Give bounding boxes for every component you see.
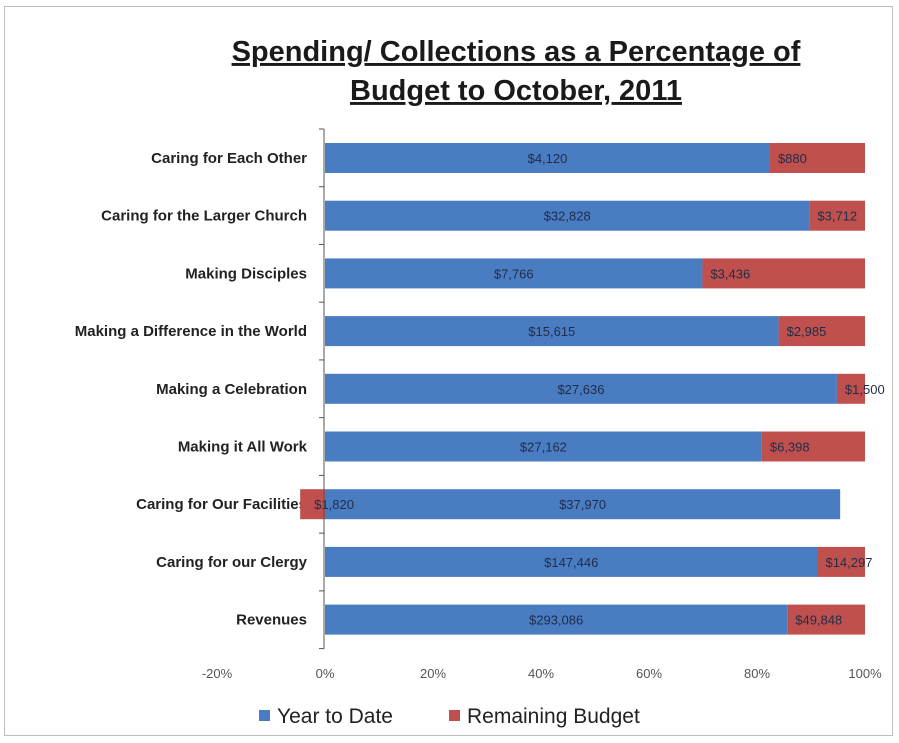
category-labels: Caring for Each Other Caring for the Larg… [75, 150, 308, 629]
x-tick-labels: -20% 0% 20% 40% 60% 80% 100% [202, 666, 882, 681]
data-label-remaining-budget: $1,820 [314, 497, 354, 512]
chart-title: Spending/ Collections as a Percentage of… [232, 36, 801, 107]
bars [300, 143, 865, 635]
category-label: Making it All Work [178, 439, 308, 456]
legend-label-remaining-budget: Remaining Budget [467, 705, 640, 728]
category-label: Caring for Each Other [151, 150, 307, 167]
bar-remaining-budget [809, 200, 865, 231]
bar-year-to-date [325, 373, 837, 404]
legend-swatch-year-to-date [259, 710, 270, 721]
x-tick-label: 0% [316, 666, 335, 681]
data-label-remaining-budget: $1,500 [845, 382, 885, 397]
legend-label-year-to-date: Year to Date [277, 705, 393, 728]
bar-remaining-budget [787, 604, 865, 635]
legend: Year to Date Remaining Budget [259, 705, 640, 728]
data-label-year-to-date: $32,828 [544, 209, 591, 224]
data-label-remaining-budget: $2,985 [787, 324, 827, 339]
bar-year-to-date [325, 200, 810, 231]
category-label: Revenues [236, 612, 307, 629]
data-label-remaining-budget: $3,436 [710, 266, 750, 281]
x-tick-label: 60% [636, 666, 662, 681]
x-tick-label: 80% [744, 666, 770, 681]
data-label-year-to-date: $27,162 [520, 440, 567, 455]
category-label: Making Disciples [185, 265, 307, 282]
stacked-bar-chart: Spending/ Collections as a Percentage of… [75, 36, 885, 728]
bar-year-to-date [325, 489, 841, 520]
x-tick-label: 100% [848, 666, 882, 681]
x-tick-label: 20% [420, 666, 446, 681]
data-label-remaining-budget: $6,398 [770, 440, 810, 455]
data-label-year-to-date: $4,120 [528, 151, 568, 166]
data-label-year-to-date: $147,446 [544, 555, 598, 570]
category-label: Caring for Our Facilities [136, 496, 307, 513]
data-label-remaining-budget: $3,712 [817, 209, 857, 224]
bar-remaining-budget [702, 258, 865, 289]
category-label: Caring for our Clergy [156, 554, 308, 571]
category-label: Making a Celebration [156, 381, 307, 398]
bar-remaining-budget [817, 546, 865, 577]
bar-remaining-budget [836, 373, 865, 404]
data-label-remaining-budget: $880 [778, 151, 807, 166]
y-axis [319, 128, 325, 650]
data-label-remaining-budget: $49,848 [795, 613, 842, 628]
bar-year-to-date [325, 316, 779, 347]
data-label-year-to-date: $27,636 [557, 382, 604, 397]
bar-remaining-budget [769, 143, 865, 173]
bar-year-to-date [325, 604, 788, 635]
category-label: Caring for the Larger Church [101, 208, 307, 225]
x-tick-label: 40% [528, 666, 554, 681]
category-label: Making a Difference in the World [75, 323, 307, 340]
bar-remaining-budget [300, 489, 325, 520]
bar-year-to-date [325, 258, 703, 289]
bar-remaining-budget [761, 431, 865, 462]
data-label-remaining-budget: $14,297 [825, 555, 872, 570]
bar-year-to-date [325, 143, 770, 173]
bar-remaining-budget [778, 316, 865, 347]
data-label-year-to-date: $7,766 [494, 266, 534, 281]
chart-frame: Spending/ Collections as a Percentage of… [4, 6, 893, 736]
legend-swatch-remaining-budget [449, 710, 460, 721]
data-label-year-to-date: $37,970 [559, 497, 606, 512]
data-label-year-to-date: $293,086 [529, 613, 583, 628]
bar-year-to-date [325, 431, 762, 462]
chart-title-line-2: Budget to October, 2011 [350, 75, 682, 107]
chart-title-line-1: Spending/ Collections as a Percentage of [232, 36, 801, 68]
bar-year-to-date [325, 546, 818, 577]
x-tick-label: -20% [202, 666, 233, 681]
data-label-year-to-date: $15,615 [528, 324, 575, 339]
